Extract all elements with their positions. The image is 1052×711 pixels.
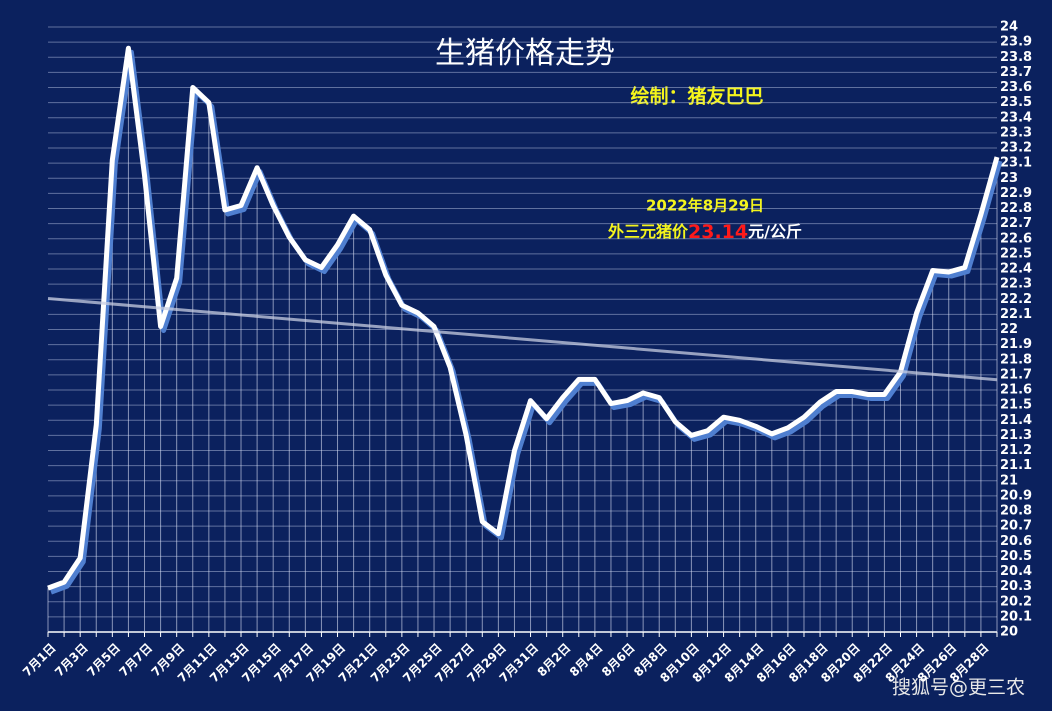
x-tick-label: 8月2日 bbox=[535, 641, 574, 680]
note-prefix: 外三元猪价 bbox=[607, 222, 689, 241]
y-tick-label: 22 bbox=[1000, 322, 1018, 337]
y-tick-label: 23.8 bbox=[1000, 50, 1032, 65]
watermark: 搜狐号@更三农 bbox=[892, 677, 1025, 699]
y-tick-label: 22.3 bbox=[1000, 277, 1032, 292]
y-tick-label: 22.6 bbox=[1000, 231, 1032, 246]
y-tick-label: 20.9 bbox=[1000, 488, 1032, 503]
y-tick-label: 21.8 bbox=[1000, 352, 1032, 367]
y-tick-label: 21.2 bbox=[1000, 443, 1032, 458]
y-tick-label: 20.3 bbox=[1000, 579, 1032, 594]
y-tick-label: 23.3 bbox=[1000, 125, 1032, 140]
x-tick-label: 7月7日 bbox=[116, 641, 155, 680]
note-value: 23.14 bbox=[688, 221, 748, 243]
y-tick-label: 22.8 bbox=[1000, 201, 1032, 216]
x-tick-label: 7月5日 bbox=[84, 641, 123, 680]
chart-title: 生猪价格走势 bbox=[435, 36, 615, 71]
y-tick-label: 22.5 bbox=[1000, 246, 1032, 261]
y-tick-label: 22.2 bbox=[1000, 292, 1032, 307]
y-tick-label: 21.9 bbox=[1000, 337, 1032, 352]
y-tick-label: 20.7 bbox=[1000, 519, 1032, 534]
x-tick-label: 8月4日 bbox=[567, 641, 606, 680]
y-tick-label: 20.2 bbox=[1000, 594, 1032, 609]
y-tick-label: 23.4 bbox=[1000, 110, 1032, 125]
y-tick-label: 20.8 bbox=[1000, 504, 1032, 519]
note: 外三元猪价23.14元/公斤 bbox=[607, 221, 802, 243]
y-tick-label: 21 bbox=[1000, 473, 1018, 488]
y-tick-label: 20.5 bbox=[1000, 549, 1032, 564]
y-tick-label: 23.5 bbox=[1000, 95, 1032, 110]
y-tick-label: 23.2 bbox=[1000, 141, 1032, 156]
y-tick-label: 22.9 bbox=[1000, 186, 1032, 201]
y-tick-label: 22.1 bbox=[1000, 307, 1032, 322]
y-tick-label: 21.3 bbox=[1000, 428, 1032, 443]
y-tick-label: 21.7 bbox=[1000, 367, 1032, 382]
trend-line bbox=[47, 296, 998, 382]
y-tick-label: 20 bbox=[1000, 625, 1018, 640]
y-tick-label: 21.4 bbox=[1000, 413, 1032, 428]
y-tick-label: 22.7 bbox=[1000, 216, 1032, 231]
x-tick-label: 7月1日 bbox=[20, 641, 59, 680]
y-tick-label: 24 bbox=[1000, 20, 1018, 35]
y-tick-label: 20.6 bbox=[1000, 534, 1032, 549]
y-tick-label: 21.1 bbox=[1000, 458, 1032, 473]
y-tick-label: 21.5 bbox=[1000, 398, 1032, 413]
y-tick-label: 22.4 bbox=[1000, 262, 1032, 277]
y-tick-label: 20.4 bbox=[1000, 564, 1032, 579]
note-date: 2022年8月29日 bbox=[646, 197, 764, 215]
note-unit: 元/公斤 bbox=[748, 222, 802, 241]
credit: 绘制：猪友巴巴 bbox=[630, 85, 763, 108]
y-tick-label: 23.9 bbox=[1000, 35, 1032, 50]
x-tick-label: 7月3日 bbox=[52, 641, 91, 680]
y-tick-label: 20.1 bbox=[1000, 609, 1032, 624]
y-tick-label: 23.1 bbox=[1000, 156, 1032, 171]
line bbox=[47, 45, 1000, 591]
y-tick-label: 23.6 bbox=[1000, 80, 1032, 95]
y-tick-label: 23 bbox=[1000, 171, 1018, 186]
x-tick-label: 8月6日 bbox=[599, 641, 638, 680]
y-tick-label: 21.6 bbox=[1000, 383, 1032, 398]
y-tick-label: 23.7 bbox=[1000, 65, 1032, 80]
